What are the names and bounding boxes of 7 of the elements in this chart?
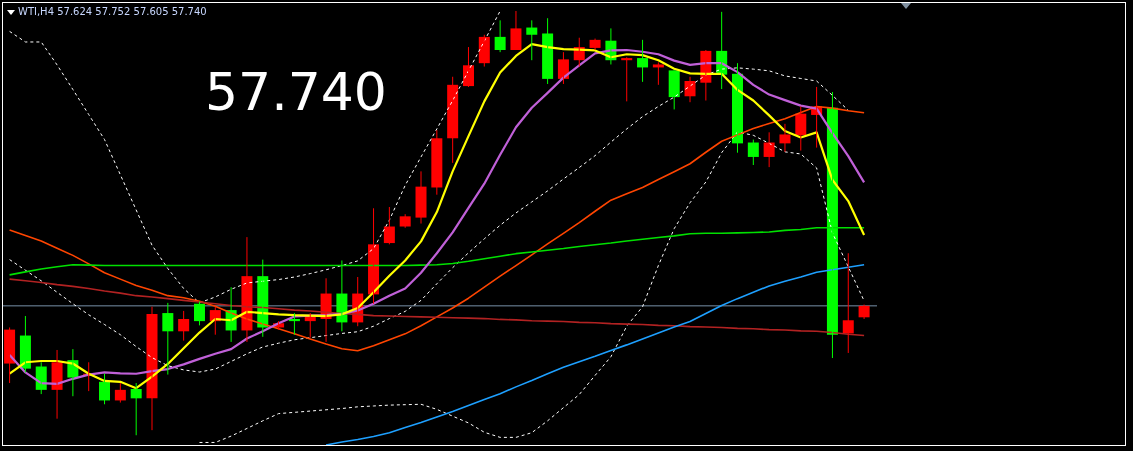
candlestick — [842, 252, 854, 354]
candlestick — [652, 61, 664, 86]
candlestick — [431, 129, 443, 196]
candlestick — [399, 213, 411, 229]
chart-title: WTI,H4 57.624 57.752 57.605 57.740 — [18, 6, 207, 17]
candlestick — [162, 302, 174, 376]
annotation: 57.740 — [205, 62, 387, 122]
